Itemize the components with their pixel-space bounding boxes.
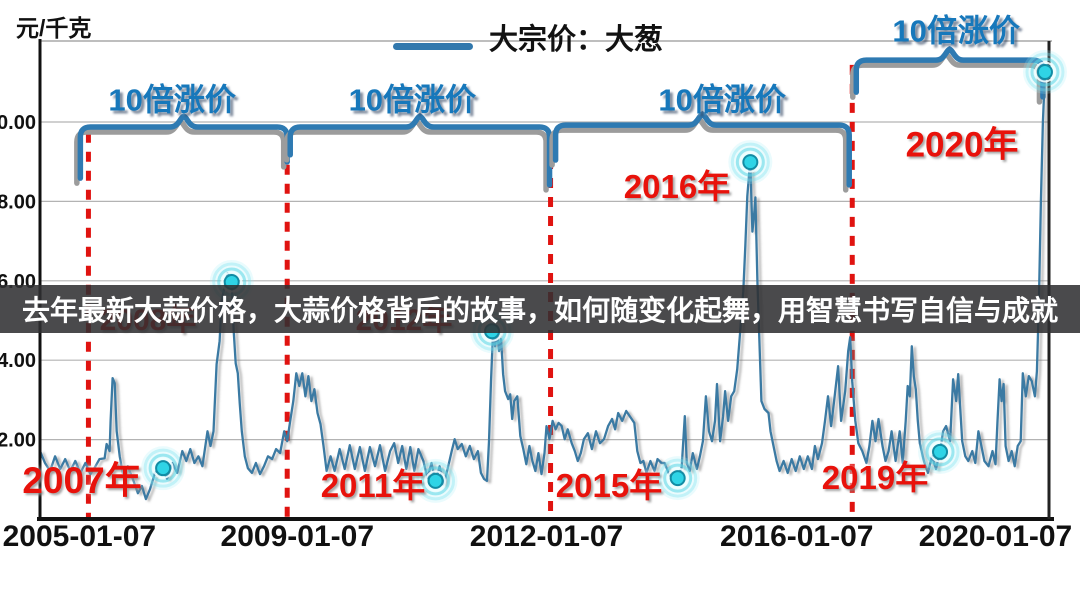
glow-marker: [1022, 49, 1067, 94]
x-tick-label: 2016-01-07: [720, 520, 873, 553]
ten-times-label: 10倍涨价: [108, 82, 236, 118]
y-tick-label: 8.00: [0, 191, 36, 213]
x-tick-label: 2009-01-07: [221, 520, 374, 553]
y-axis-unit-label: 元/千克: [16, 15, 92, 41]
x-tick-label: 2005-01-07: [3, 520, 156, 553]
y-tick-label: 10.00: [0, 112, 36, 134]
y-tick-label: 4.00: [0, 350, 36, 372]
x-tick-label: 2020-01-07: [919, 520, 1072, 553]
ten-times-label: 10倍涨价: [658, 82, 786, 118]
year-label: 2015年: [555, 467, 663, 504]
year-label: 2016年: [623, 168, 731, 205]
ten-times-bracket: [77, 112, 290, 181]
price-series-line: [38, 71, 1047, 501]
year-label: 2020年: [905, 125, 1019, 165]
ten-times-label: 10倍涨价: [892, 13, 1020, 49]
ten-times-bracket: [552, 111, 852, 188]
year-label: 2007年: [22, 460, 142, 501]
glow-marker: [728, 140, 773, 185]
year-label: 2011年: [320, 467, 426, 504]
ten-times-bracket: [287, 112, 553, 188]
bracket-shadow: [283, 117, 549, 193]
legend-label: 大宗价：大葱: [489, 24, 664, 56]
y-tick-label: 2.00: [0, 430, 36, 452]
headline-banner: 去年最新大蒜价格，大蒜价格背后的故事，如何随变化起舞，用智慧书写自信与成就: [0, 285, 1080, 333]
ten-times-label: 10倍涨价: [348, 82, 477, 118]
year-label: 2019年: [821, 459, 929, 496]
glow-marker: [413, 458, 458, 503]
bracket-shadow: [74, 117, 287, 186]
headline-text: 去年最新大蒜价格，大蒜价格背后的故事，如何随变化起舞，用智慧书写自信与成就: [21, 295, 1058, 326]
legend-line-swatch: [393, 42, 473, 50]
x-tick-label: 2012-01-07: [470, 520, 623, 553]
glow-marker: [655, 456, 700, 501]
glow-marker: [141, 446, 186, 491]
legend: 大宗价：大葱: [393, 16, 663, 58]
glow-marker: [918, 429, 963, 474]
